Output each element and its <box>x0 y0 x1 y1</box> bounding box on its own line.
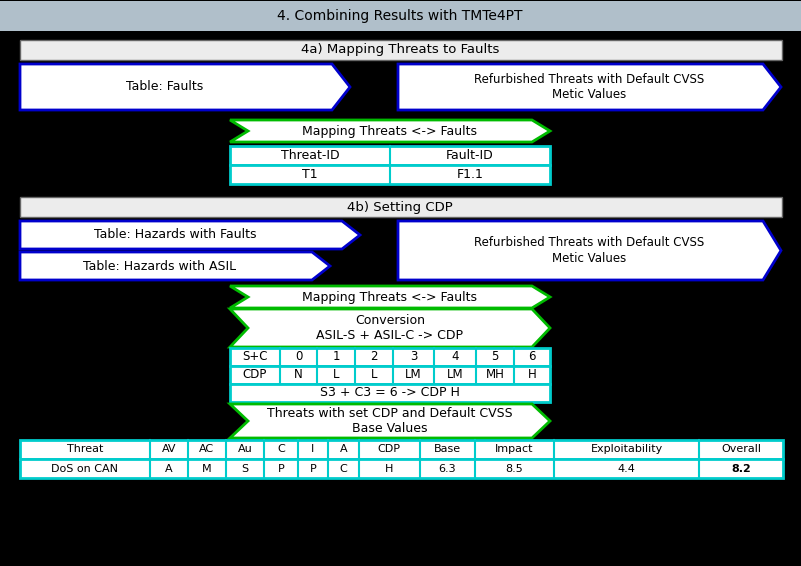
Text: Table: Hazards with ASIL: Table: Hazards with ASIL <box>83 259 236 272</box>
Text: S+C: S+C <box>242 350 268 363</box>
Text: T1: T1 <box>302 168 318 181</box>
Text: Impact: Impact <box>495 444 533 454</box>
Text: S3 + C3 = 6 -> CDP H: S3 + C3 = 6 -> CDP H <box>320 387 460 400</box>
Text: 6.3: 6.3 <box>438 464 456 474</box>
Text: Refurbished Threats with Default CVSS
Metic Values: Refurbished Threats with Default CVSS Me… <box>474 73 704 101</box>
Text: Table: Faults: Table: Faults <box>127 80 203 93</box>
Polygon shape <box>20 64 350 110</box>
Text: 3: 3 <box>410 350 417 363</box>
Text: LM: LM <box>405 368 422 381</box>
Text: DoS on CAN: DoS on CAN <box>51 464 119 474</box>
Bar <box>20 197 782 217</box>
Text: 2: 2 <box>370 350 378 363</box>
Text: P: P <box>310 464 316 474</box>
Text: AC: AC <box>199 444 215 454</box>
Text: CDP: CDP <box>378 444 400 454</box>
Text: H: H <box>528 368 537 381</box>
Text: I: I <box>312 444 315 454</box>
Text: Refurbished Threats with Default CVSS
Metic Values: Refurbished Threats with Default CVSS Me… <box>474 237 704 264</box>
Text: L: L <box>371 368 377 381</box>
Text: 4: 4 <box>452 350 459 363</box>
Polygon shape <box>398 64 781 110</box>
Text: Conversion
ASIL-S + ASIL-C -> CDP: Conversion ASIL-S + ASIL-C -> CDP <box>316 314 464 342</box>
Polygon shape <box>398 221 781 280</box>
Text: CDP: CDP <box>243 368 267 381</box>
Bar <box>0 1 801 31</box>
Text: L: L <box>333 368 340 381</box>
Text: Mapping Threats <-> Faults: Mapping Threats <-> Faults <box>303 290 477 303</box>
Text: 4. Combining Results with TMTe4PT: 4. Combining Results with TMTe4PT <box>277 9 523 23</box>
Text: LM: LM <box>447 368 464 381</box>
Text: Table: Hazards with Faults: Table: Hazards with Faults <box>94 229 256 242</box>
Text: H: H <box>385 464 393 474</box>
Text: Mapping Threats <-> Faults: Mapping Threats <-> Faults <box>303 125 477 138</box>
Text: Exploitability: Exploitability <box>590 444 662 454</box>
Bar <box>230 348 550 366</box>
Bar <box>20 440 783 459</box>
Text: Au: Au <box>238 444 252 454</box>
Text: 8.2: 8.2 <box>731 464 751 474</box>
Bar <box>230 384 550 402</box>
Text: F1.1: F1.1 <box>457 168 484 181</box>
Polygon shape <box>230 286 550 308</box>
Bar <box>230 366 550 384</box>
Text: A: A <box>340 444 348 454</box>
Text: 4b) Setting CDP: 4b) Setting CDP <box>347 200 453 213</box>
Bar <box>230 146 550 165</box>
Text: Threat: Threat <box>66 444 103 454</box>
Text: 5: 5 <box>491 350 499 363</box>
Text: A: A <box>165 464 172 474</box>
Text: 4.4: 4.4 <box>618 464 635 474</box>
Polygon shape <box>230 404 550 438</box>
Text: P: P <box>278 464 284 474</box>
Text: C: C <box>340 464 348 474</box>
Text: 8.5: 8.5 <box>505 464 523 474</box>
Text: M: M <box>202 464 211 474</box>
Text: 0: 0 <box>295 350 302 363</box>
Bar <box>20 40 782 60</box>
Text: Base: Base <box>433 444 461 454</box>
Text: S: S <box>242 464 248 474</box>
Polygon shape <box>230 120 550 142</box>
Polygon shape <box>230 309 550 347</box>
Bar <box>230 165 550 184</box>
Text: Overall: Overall <box>721 444 761 454</box>
Bar <box>20 459 783 478</box>
Text: N: N <box>294 368 303 381</box>
Text: 4a) Mapping Threats to Faults: 4a) Mapping Threats to Faults <box>301 44 499 57</box>
Text: 6: 6 <box>528 350 536 363</box>
Polygon shape <box>20 221 360 249</box>
Text: Threats with set CDP and Default CVSS
Base Values: Threats with set CDP and Default CVSS Ba… <box>268 407 513 435</box>
Text: C: C <box>277 444 285 454</box>
Polygon shape <box>20 252 330 280</box>
Text: Fault-ID: Fault-ID <box>446 149 494 162</box>
Text: Threat-ID: Threat-ID <box>280 149 340 162</box>
Text: AV: AV <box>162 444 176 454</box>
Text: MH: MH <box>485 368 505 381</box>
Text: 1: 1 <box>332 350 340 363</box>
